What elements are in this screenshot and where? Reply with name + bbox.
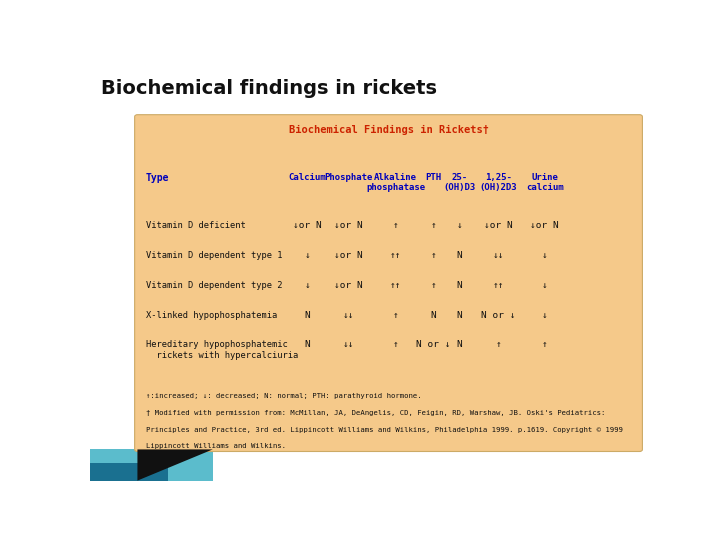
Text: ↑↑: ↑↑ [390,251,402,260]
Text: ↓or N: ↓or N [484,221,513,230]
Text: ↑: ↑ [393,221,399,230]
Text: N or ↓: N or ↓ [481,310,516,320]
Text: Hereditary hypophosphatemic
  rickets with hypercalciuria: Hereditary hypophosphatemic rickets with… [145,341,298,360]
Text: ↑: ↑ [393,341,399,349]
Text: ↓: ↓ [542,251,548,260]
Text: ↓: ↓ [542,281,548,289]
Text: ↑↑: ↑↑ [390,281,402,289]
Text: N: N [456,310,462,320]
Text: ↓or N: ↓or N [334,251,363,260]
Text: Principles and Practice, 3rd ed. Lippincott Williams and Wilkins, Philadelphia 1: Principles and Practice, 3rd ed. Lippinc… [145,427,623,433]
Text: Biochemical findings in rickets: Biochemical findings in rickets [101,79,437,98]
Polygon shape [138,449,213,481]
Text: ↓or N: ↓or N [334,281,363,289]
Text: 25-
(OH)D3: 25- (OH)D3 [444,173,475,192]
Text: Vitamin D deficient: Vitamin D deficient [145,221,246,230]
Text: ↑: ↑ [542,341,548,349]
Text: X-linked hypophosphatemia: X-linked hypophosphatemia [145,310,277,320]
Text: ↑: ↑ [431,221,436,230]
Text: Calcium: Calcium [289,173,326,182]
Text: ↓or N: ↓or N [334,221,363,230]
Text: ↑:increased; ↓: decreased; N: normal; PTH: parathyroid hormone.: ↑:increased; ↓: decreased; N: normal; PT… [145,393,421,399]
Text: ↓or N: ↓or N [293,221,322,230]
Text: N: N [456,281,462,289]
Text: Type: Type [145,173,169,183]
Text: ↓: ↓ [456,221,462,230]
Text: N or ↓: N or ↓ [416,341,451,349]
Text: ↑: ↑ [431,281,436,289]
Text: ↓↓: ↓↓ [343,341,354,349]
Text: ↑: ↑ [431,251,436,260]
FancyBboxPatch shape [135,114,642,451]
Text: ↓↓: ↓↓ [343,310,354,320]
Text: N: N [431,310,436,320]
Text: Alkaline
phosphatase: Alkaline phosphatase [366,173,426,192]
Text: Phosphate: Phosphate [324,173,372,182]
Text: N: N [305,341,310,349]
FancyBboxPatch shape [90,449,213,481]
Text: ↑: ↑ [393,310,399,320]
Text: PTH: PTH [426,173,442,182]
FancyBboxPatch shape [90,463,168,481]
Text: † Modified with permission from: McMillan, JA, DeAngelis, CD, Feigin, RD, Warsha: † Modified with permission from: McMilla… [145,410,606,416]
Text: ↓or N: ↓or N [531,221,559,230]
Text: Biochemical Findings in Rickets†: Biochemical Findings in Rickets† [289,125,489,135]
Text: Vitamin D dependent type 2: Vitamin D dependent type 2 [145,281,282,289]
Text: ↓↓: ↓↓ [492,251,504,260]
Text: 1,25-
(OH)2D3: 1,25- (OH)2D3 [480,173,517,192]
Text: N: N [456,251,462,260]
Text: ↓: ↓ [305,251,310,260]
Text: Urine
calcium: Urine calcium [526,173,564,192]
Text: ↓: ↓ [305,281,310,289]
Text: ↑↑: ↑↑ [492,281,504,289]
Text: N: N [456,341,462,349]
Text: ↑: ↑ [495,341,501,349]
Text: N: N [305,310,310,320]
Text: Lippincott Williams and Wilkins.: Lippincott Williams and Wilkins. [145,443,286,449]
Text: ↓: ↓ [542,310,548,320]
Text: Vitamin D dependent type 1: Vitamin D dependent type 1 [145,251,282,260]
